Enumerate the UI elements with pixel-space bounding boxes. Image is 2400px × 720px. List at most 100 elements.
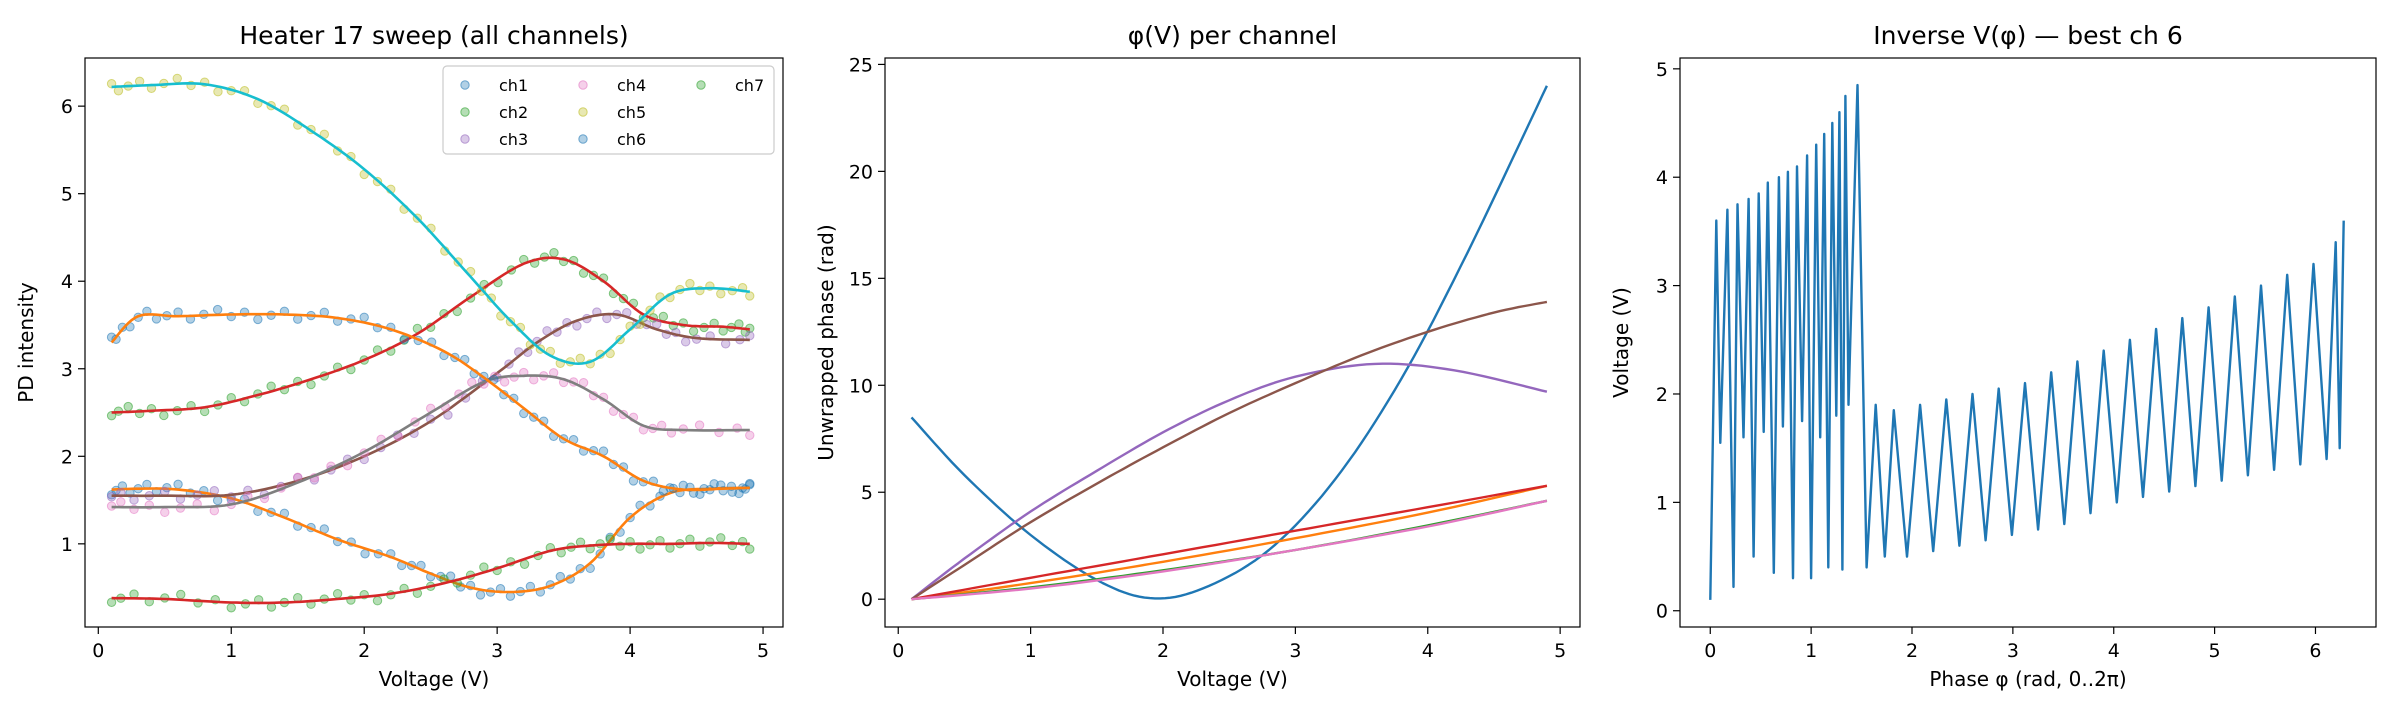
series-ch6 — [106, 304, 755, 499]
y-tick-label: 3 — [1656, 276, 1668, 298]
data-point — [685, 278, 695, 289]
x-tick-label: 4 — [1422, 640, 1434, 662]
x-tick-label: 0 — [92, 640, 104, 662]
data-point — [332, 589, 343, 599]
plot-area — [106, 73, 755, 613]
data-point — [680, 337, 691, 347]
chart-title: φ(V) per channel — [1128, 21, 1337, 50]
fit-line — [110, 312, 750, 492]
y-tick-label: 10 — [849, 375, 873, 397]
y-tick-label: 4 — [1656, 167, 1668, 189]
y-tick-label: 3 — [61, 359, 73, 381]
x-tick-label: 3 — [1289, 640, 1301, 662]
data-point — [716, 533, 726, 543]
legend: ch1 ch2 ch3 ch4 ch5 ch6 ch7 — [442, 65, 775, 155]
data-point — [266, 381, 276, 391]
legend-marker — [578, 107, 588, 117]
legend-box — [442, 65, 775, 155]
x-tick-label: 4 — [624, 640, 636, 662]
data-point — [359, 312, 369, 322]
data-point — [575, 353, 585, 364]
x-tick-label: 0 — [892, 640, 904, 662]
plot-area — [910, 85, 1548, 601]
panel-heater-sweep: 0 1 2 3 4 5 1 2 3 4 5 6 Heater 17 sweep (all channel… — [14, 21, 784, 691]
y-tick-label: 25 — [849, 54, 873, 76]
data-point — [172, 73, 182, 84]
y-tick-label: 1 — [61, 534, 73, 556]
legend-marker — [460, 134, 470, 144]
legend-marker — [578, 80, 588, 90]
legend-label: ch4 — [617, 76, 646, 95]
x-tick-label: 2 — [1157, 640, 1169, 662]
chart-title: Heater 17 sweep (all channels) — [239, 21, 628, 50]
y-tick-label: 15 — [849, 268, 873, 290]
data-point — [116, 497, 126, 507]
series-line — [1709, 83, 2345, 600]
legend-label: ch2 — [499, 103, 528, 122]
data-point — [360, 549, 370, 559]
data-point — [209, 486, 220, 496]
data-point — [159, 410, 169, 421]
series-line — [910, 362, 1548, 601]
x-tick-label: 5 — [1554, 640, 1566, 662]
y-axis-label: Unwrapped phase (rad) — [814, 224, 838, 460]
y-tick-label: 5 — [861, 482, 873, 504]
series-ch2 — [106, 247, 755, 421]
x-axis-label: Phase φ (rad, 0..2π) — [1929, 667, 2126, 691]
x-tick-label: 3 — [491, 640, 503, 662]
data-point — [226, 603, 236, 613]
data-point — [499, 377, 510, 387]
fit-line — [111, 256, 750, 414]
x-tick-label: 6 — [2309, 640, 2321, 662]
data-point — [745, 291, 755, 301]
legend-marker — [696, 80, 706, 90]
x-tick-label: 3 — [2007, 640, 2019, 662]
series-line — [911, 499, 1548, 601]
y-axis-label: Voltage (V) — [1609, 287, 1633, 398]
series-line — [911, 484, 1548, 601]
axes-frame — [84, 57, 784, 628]
fit-line — [111, 81, 750, 366]
series-ch5 — [106, 73, 755, 369]
y-tick-label: 5 — [61, 184, 73, 206]
x-tick-label: 2 — [358, 640, 370, 662]
y-tick-label: 1 — [1656, 492, 1668, 514]
data-point — [745, 430, 755, 440]
data-point — [176, 589, 186, 600]
data-point — [212, 495, 223, 506]
series-ch4 — [106, 367, 755, 518]
y-tick-label: 20 — [849, 161, 873, 183]
y-tick-label: 2 — [61, 446, 73, 468]
data-point — [479, 562, 489, 572]
y-tick-label: 4 — [61, 271, 73, 293]
data-point — [212, 304, 223, 315]
data-point — [709, 479, 719, 489]
legend-marker — [578, 134, 588, 144]
data-point — [745, 544, 755, 554]
x-tick-label: 1 — [1805, 640, 1817, 662]
data-point — [658, 311, 669, 322]
data-point — [160, 507, 170, 518]
data-point — [716, 289, 726, 299]
x-axis-label: Voltage (V) — [379, 667, 490, 691]
y-tick-label: 2 — [1656, 384, 1668, 406]
series-line — [911, 484, 1548, 601]
x-tick-label: 5 — [757, 640, 769, 662]
y-tick-label: 0 — [1656, 601, 1668, 623]
x-tick-label: 2 — [1906, 640, 1918, 662]
panel-inverse-voltage: 0 1 2 3 4 5 6 0 1 2 3 4 5 Inverse V(φ) — best ch 6 Pha… — [1609, 21, 2377, 691]
data-point — [635, 544, 645, 554]
legend-label: ch6 — [617, 130, 646, 149]
data-point — [173, 479, 183, 490]
legend-marker — [460, 80, 470, 90]
data-point — [372, 596, 383, 606]
series-line — [910, 85, 1548, 600]
data-point — [688, 326, 699, 336]
data-point — [605, 534, 615, 544]
series-line — [910, 300, 1548, 601]
legend-label: ch3 — [499, 130, 528, 149]
data-point — [475, 590, 486, 600]
fit-line — [111, 374, 750, 509]
x-tick-label: 1 — [1025, 640, 1037, 662]
y-tick-label: 6 — [61, 96, 73, 118]
